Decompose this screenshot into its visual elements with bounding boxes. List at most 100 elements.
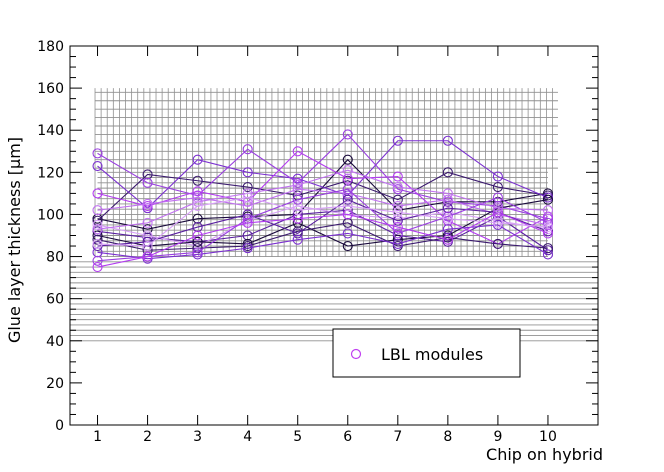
series-line	[97, 133, 549, 220]
data-point	[242, 217, 253, 228]
y-tick-label: 120	[37, 165, 64, 181]
data-point	[492, 182, 503, 193]
series-line	[97, 169, 548, 230]
x-axis-label: Chip on hybrid	[486, 445, 603, 464]
data-point	[192, 213, 203, 224]
x-tick-label: 6	[343, 429, 352, 445]
data-point	[242, 182, 253, 193]
data-point	[342, 200, 353, 212]
series	[92, 184, 554, 266]
data-point	[92, 247, 103, 258]
data-point	[392, 182, 403, 193]
data-point	[142, 198, 153, 209]
data-point	[542, 211, 554, 222]
data-point	[192, 230, 203, 241]
data-point	[342, 209, 353, 220]
data-point	[392, 207, 403, 218]
series-line	[97, 197, 548, 247]
data-point	[392, 222, 403, 233]
legend-label: LBL modules	[381, 345, 483, 364]
data-point	[92, 238, 103, 249]
data-point	[342, 184, 353, 195]
data-point	[92, 224, 103, 235]
data-point	[442, 188, 453, 199]
series-line	[97, 211, 549, 268]
data-point	[192, 186, 203, 197]
series	[92, 207, 554, 273]
y-tick-label: 160	[37, 81, 64, 97]
x-tick-label: 4	[243, 429, 252, 445]
data-point	[142, 224, 153, 235]
data-point	[442, 135, 453, 146]
data-point	[392, 194, 403, 205]
data-point	[242, 243, 253, 254]
legend-marker	[350, 348, 362, 360]
data-point	[542, 222, 554, 233]
data-point	[142, 230, 153, 241]
legend-box	[332, 328, 521, 378]
data-point	[392, 238, 403, 249]
data-point	[442, 203, 453, 214]
series	[92, 192, 554, 252]
data-point	[92, 255, 103, 266]
data-point	[392, 135, 403, 146]
y-tick-label: 0	[55, 418, 64, 434]
data-point	[192, 236, 203, 247]
data-point	[542, 243, 554, 254]
x-tick-label: 7	[393, 429, 402, 445]
data-point	[542, 217, 554, 228]
series-line	[97, 188, 549, 262]
data-point	[142, 240, 153, 252]
data-point	[192, 247, 203, 258]
data-point	[492, 238, 503, 249]
series-line	[97, 150, 549, 245]
data-point	[242, 200, 253, 212]
data-point	[292, 213, 303, 224]
data-point	[492, 203, 503, 214]
data-point	[142, 251, 153, 262]
data-point	[292, 179, 303, 191]
data-point	[142, 169, 153, 180]
data-point	[92, 262, 103, 273]
data-point	[242, 192, 253, 203]
data-point	[542, 194, 554, 205]
data-point	[392, 215, 403, 226]
x-tick-label: 2	[143, 429, 152, 445]
data-point	[492, 171, 503, 182]
x-tick-label: 8	[443, 429, 452, 445]
y-tick-label: 100	[37, 207, 64, 223]
data-point	[192, 175, 203, 186]
data-point	[292, 228, 303, 239]
data-point	[342, 228, 353, 239]
data-point	[392, 228, 403, 239]
data-point	[392, 200, 403, 212]
y-tick-label: 140	[37, 123, 64, 139]
series	[92, 165, 554, 235]
y-axis: 0 20 40 60 80 100 120 140 160 180	[37, 39, 598, 434]
data-point	[342, 194, 353, 205]
series-layer	[92, 129, 554, 273]
data-point	[492, 217, 503, 228]
data-point	[192, 154, 203, 165]
data-point	[92, 205, 103, 216]
data-point	[242, 230, 253, 241]
data-point	[442, 224, 453, 235]
x-tick-label: 3	[193, 429, 202, 445]
data-point	[192, 222, 203, 233]
legend: LBL modules	[332, 328, 521, 378]
data-point	[242, 167, 253, 178]
data-point	[142, 177, 153, 188]
data-point	[342, 240, 353, 252]
y-tick-label: 180	[37, 39, 64, 55]
data-point	[292, 234, 303, 245]
series-line	[97, 171, 549, 222]
data-point	[392, 171, 403, 182]
data-point	[492, 192, 503, 203]
data-point	[242, 144, 253, 155]
data-point	[92, 188, 103, 199]
series-line	[97, 140, 549, 209]
data-point	[542, 249, 554, 260]
data-point	[292, 146, 303, 157]
data-point	[542, 205, 554, 216]
x-tick-label: 1	[93, 429, 102, 445]
